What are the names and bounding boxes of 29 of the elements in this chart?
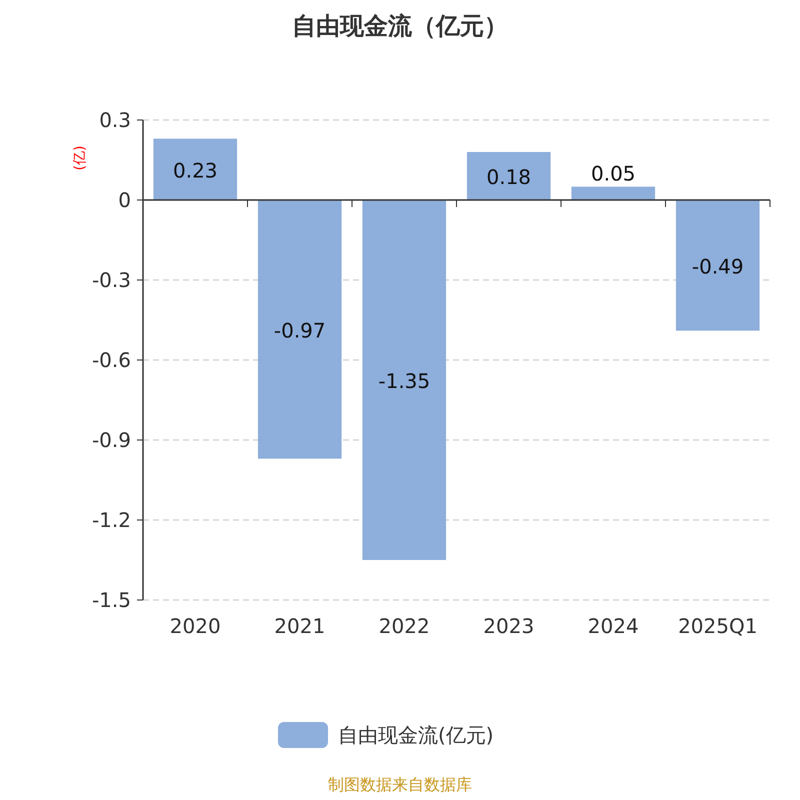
y-tick-label: -1.2 xyxy=(92,508,131,532)
bar xyxy=(466,152,551,200)
data-label: 0.18 xyxy=(486,165,532,189)
x-tick-label: 2022 xyxy=(378,614,430,638)
bar xyxy=(571,186,656,200)
y-tick-label: -1.5 xyxy=(92,588,131,612)
x-tick-label: 2020 xyxy=(170,614,221,638)
data-label: -0.97 xyxy=(274,318,326,342)
legend-label: 自由现金流(亿元) xyxy=(338,723,494,747)
x-tick-label: 2021 xyxy=(274,614,326,638)
data-label: 0.05 xyxy=(590,162,636,186)
y-tick-label: 0.3 xyxy=(99,108,131,132)
x-tick-label: 2025Q1 xyxy=(678,614,758,638)
bar xyxy=(258,200,342,459)
data-label: 0.23 xyxy=(172,158,218,182)
x-tick-label: 2024 xyxy=(588,614,639,638)
bar xyxy=(362,200,446,560)
y-tick-label: -0.6 xyxy=(92,348,131,372)
y-tick-label: -0.9 xyxy=(92,428,131,452)
data-label: -1.35 xyxy=(378,369,430,393)
x-tick-label: 2023 xyxy=(483,614,534,638)
y-axis-title: (亿) xyxy=(72,146,88,170)
text: 制图数据来自数据库 xyxy=(328,775,472,794)
y-tick-label: 0 xyxy=(118,188,131,212)
bar xyxy=(676,200,760,331)
bar xyxy=(153,138,238,200)
chart-title: 自由现金流（亿元） xyxy=(292,12,508,40)
data-label: -0.49 xyxy=(692,254,744,278)
y-tick-label: -0.3 xyxy=(92,268,131,292)
